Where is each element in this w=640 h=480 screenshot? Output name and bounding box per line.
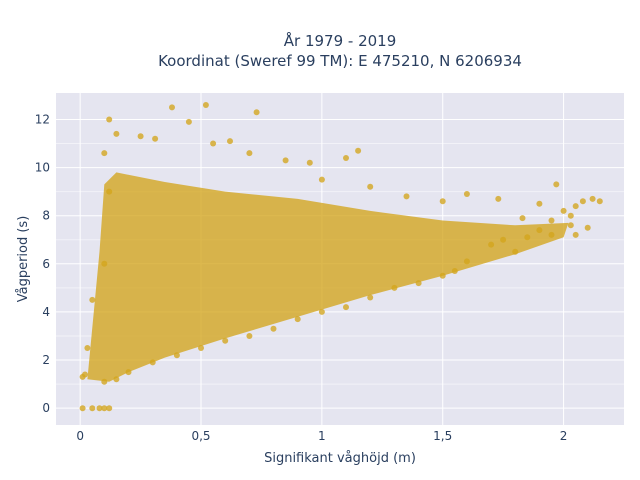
scatter-point (524, 234, 531, 241)
x-tick-label: 0 (76, 429, 84, 443)
scatter-cloud-body (87, 172, 569, 382)
scatter-point (306, 159, 313, 166)
scatter-point (391, 284, 398, 291)
scatter-points (79, 102, 603, 412)
scatter-point (149, 359, 156, 366)
y-tick-label: 6 (42, 257, 50, 271)
x-tick-labels: 0 0,5 1 1,5 2 (76, 429, 567, 443)
scatter-point (169, 104, 175, 111)
scatter-point (318, 308, 325, 315)
scatter-point (451, 268, 458, 274)
scatter-point (596, 198, 603, 205)
y-tick-label: 0 (42, 401, 50, 415)
scatter-point (589, 195, 596, 202)
scatter-point (567, 222, 574, 229)
scatter-point (79, 405, 86, 412)
scatter-point (318, 176, 325, 183)
scatter-point (439, 272, 446, 279)
scatter-point (463, 258, 470, 265)
scatter-point (173, 352, 180, 359)
scatter-point (106, 405, 113, 412)
scatter-point (113, 376, 120, 383)
scatter-point (89, 405, 96, 412)
scatter-point (101, 150, 108, 157)
scatter-point (101, 405, 108, 412)
y-tick-label: 4 (42, 305, 50, 319)
scatter-point (282, 157, 289, 164)
scatter-point (439, 198, 446, 205)
scatter-point (253, 109, 260, 116)
scatter-point (270, 325, 277, 332)
scatter-point (343, 304, 349, 311)
scatter-point (355, 147, 362, 154)
scatter-point (84, 345, 91, 351)
scatter-point (89, 296, 96, 303)
x-axis-label: Signifikant våghöjd (m) (264, 451, 416, 466)
y-tick-label: 12 (35, 112, 50, 126)
x-tick-label: 2 (560, 429, 568, 443)
scatter-point (463, 191, 470, 197)
scatter-point (343, 155, 349, 161)
scatter-point (137, 133, 144, 140)
scatter-point (415, 280, 422, 287)
y-tick-label: 10 (35, 161, 50, 175)
scatter-point (560, 207, 567, 214)
scatter-point (367, 294, 374, 301)
scatter-point (367, 183, 374, 190)
scatter-point (536, 200, 543, 207)
scatter-point (202, 102, 209, 108)
scatter-point (584, 224, 591, 231)
scatter-point (82, 371, 88, 378)
scatter-cloud (87, 172, 569, 382)
scatter-point (198, 345, 204, 351)
scatter-point (548, 217, 555, 224)
scatter-point (553, 181, 560, 188)
scatter-point (96, 405, 103, 412)
scatter-point (294, 316, 301, 323)
x-tick-label: 1 (318, 429, 326, 443)
scatter-point (101, 260, 108, 267)
scatter-point (519, 215, 526, 222)
scatter-point (488, 241, 495, 248)
scatter-point (495, 195, 502, 202)
scatter-point (152, 135, 159, 142)
scatter-point (185, 118, 192, 125)
scatter-point (246, 150, 253, 157)
scatter-point (536, 227, 543, 234)
scatter-point (222, 337, 229, 344)
x-tick-label: 0,5 (191, 429, 210, 443)
scatter-point (210, 140, 217, 147)
scatter-point (125, 369, 132, 376)
scatter-point (106, 116, 113, 123)
x-tick-label: 1,5 (433, 429, 452, 443)
scatter-point (512, 248, 519, 255)
y-tick-label: 8 (42, 209, 50, 223)
scatter-point (567, 212, 574, 219)
chart-title-line2: Koordinat (Sweref 99 TM): E 475210, N 62… (158, 52, 522, 70)
y-tick-label: 2 (42, 353, 50, 367)
scatter-point (227, 138, 233, 145)
scatter-point (403, 193, 410, 200)
y-tick-labels: 0 2 4 6 8 10 12 (35, 112, 50, 415)
scatter-point (579, 198, 586, 205)
scatter-point (106, 188, 113, 195)
scatter-point (548, 231, 555, 238)
chart-title-line1: År 1979 - 2019 (284, 31, 397, 50)
scatter-point (101, 378, 108, 385)
y-axis-label: Vågperiod (s) (16, 216, 31, 303)
scatter-point (113, 130, 120, 137)
scatter-point (572, 203, 579, 210)
scatter-point (500, 236, 507, 243)
scatter-point (246, 333, 253, 339)
scatter-point (572, 231, 579, 238)
